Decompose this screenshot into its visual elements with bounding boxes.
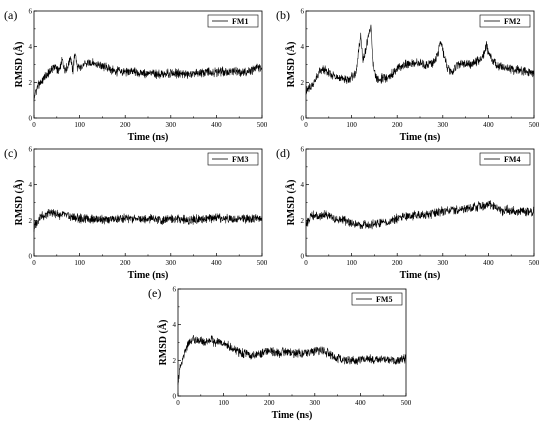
y-tick-label: 6 [173, 286, 177, 294]
y-tick-label: 6 [29, 8, 33, 16]
panel-label: (d) [276, 146, 290, 160]
x-tick-label: 100 [74, 121, 85, 129]
y-tick-label: 2 [29, 79, 33, 87]
x-tick-label: 300 [166, 259, 177, 267]
x-tick-label: 100 [346, 121, 357, 129]
x-tick-label: 100 [218, 399, 229, 407]
panel-label: (b) [276, 8, 290, 22]
y-tick-label: 0 [29, 115, 33, 123]
y-axis-label: RMSD (Å) [13, 180, 25, 226]
x-tick-label: 100 [74, 259, 85, 267]
x-axis-label: Time (ns) [400, 270, 441, 281]
legend-box [207, 14, 259, 28]
legend-entry: FM1 [232, 17, 248, 26]
legend-box [207, 152, 259, 166]
x-axis-label: Time (ns) [272, 410, 313, 421]
panel-1: 0 100 200 300 400 500 0 2 4 6 Time (ns) RMSD (Å) (a)… [4, 8, 268, 144]
x-tick-label: 200 [392, 121, 403, 129]
y-tick-label: 0 [29, 253, 33, 261]
series-line-fm2 [305, 24, 535, 95]
x-tick-label: 200 [120, 121, 131, 129]
x-tick-label: 200 [392, 259, 403, 267]
legend-box [351, 292, 403, 306]
y-tick-label: 4 [301, 181, 305, 189]
x-tick-label: 300 [438, 121, 449, 129]
y-tick-label: 6 [301, 8, 305, 16]
x-tick-label: 500 [257, 259, 268, 267]
x-tick-label: 0 [32, 259, 36, 267]
y-tick-label: 6 [301, 146, 305, 154]
panel-3: 0 100 200 300 400 500 0 2 4 6 Time (ns) RMSD (Å) (c)… [4, 146, 268, 282]
y-tick-label: 4 [29, 43, 33, 51]
x-tick-label: 100 [346, 259, 357, 267]
y-tick-label: 4 [301, 43, 305, 51]
x-tick-label: 500 [257, 121, 268, 129]
series-line-fm4 [305, 200, 535, 230]
x-axis-label: Time (ns) [128, 132, 169, 143]
legend-entry: FM5 [376, 295, 392, 304]
x-tick-label: 500 [529, 121, 540, 129]
x-tick-label: 400 [355, 399, 366, 407]
x-tick-label: 400 [211, 259, 222, 267]
panel-5: 0 100 200 300 400 500 0 2 4 6 Time (ns) RMSD (Å) (e)… [148, 286, 412, 422]
y-tick-label: 2 [173, 357, 177, 365]
x-tick-label: 400 [483, 259, 494, 267]
y-tick-label: 2 [301, 79, 305, 87]
x-axis-label: Time (ns) [128, 270, 169, 281]
panel-2: 0 100 200 300 400 500 0 2 4 6 Time (ns) RMSD (Å) (b)… [276, 8, 540, 144]
panel-label: (e) [148, 286, 161, 300]
panel-label: (c) [4, 146, 17, 160]
x-tick-label: 400 [211, 121, 222, 129]
x-tick-label: 200 [120, 259, 131, 267]
y-axis-label: RMSD (Å) [285, 180, 297, 226]
panel-label: (a) [4, 8, 17, 22]
legend-entry: FM4 [504, 155, 520, 164]
y-axis-label: RMSD (Å) [157, 320, 169, 366]
x-tick-label: 0 [304, 121, 308, 129]
series-line-fm3 [33, 209, 263, 232]
legend-entry: FM3 [232, 155, 248, 164]
y-tick-label: 0 [173, 393, 177, 401]
x-tick-label: 200 [264, 399, 275, 407]
x-tick-label: 500 [529, 259, 540, 267]
x-axis-label: Time (ns) [400, 132, 441, 143]
x-tick-label: 500 [401, 399, 412, 407]
series-line-fm1 [33, 53, 263, 102]
y-tick-label: 2 [301, 217, 305, 225]
x-tick-label: 400 [483, 121, 494, 129]
legend-entry: FM2 [504, 17, 520, 26]
y-tick-label: 4 [29, 181, 33, 189]
x-tick-label: 300 [438, 259, 449, 267]
legend-box [479, 152, 531, 166]
y-axis-label: RMSD (Å) [285, 42, 297, 88]
panel-4: 0 100 200 300 400 500 0 2 4 6 Time (ns) RMSD (Å) (d)… [276, 146, 540, 282]
y-axis-label: RMSD (Å) [13, 42, 25, 88]
x-tick-label: 300 [166, 121, 177, 129]
legend-box [479, 14, 531, 28]
y-tick-label: 4 [173, 321, 177, 329]
x-tick-label: 0 [176, 399, 180, 407]
x-tick-label: 0 [32, 121, 36, 129]
y-tick-label: 0 [301, 253, 305, 261]
x-tick-label: 300 [310, 399, 321, 407]
x-tick-label: 0 [304, 259, 308, 267]
y-tick-label: 0 [301, 115, 305, 123]
y-tick-label: 2 [29, 217, 33, 225]
series-line-fm5 [177, 335, 407, 385]
y-tick-label: 6 [29, 146, 33, 154]
